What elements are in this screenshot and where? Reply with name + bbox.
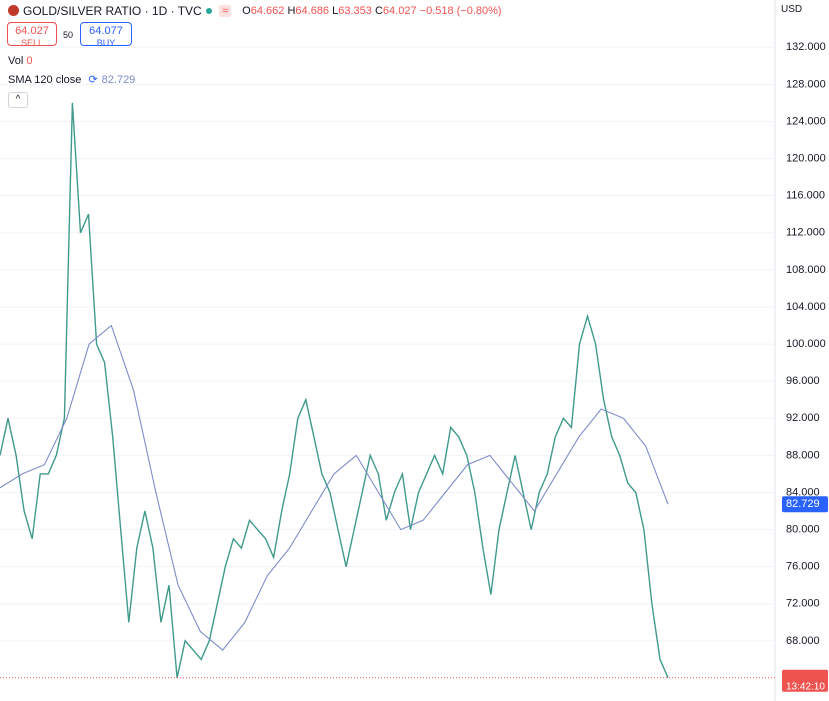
sell-label: SELL (20, 38, 44, 48)
collapse-button[interactable]: ^ (8, 92, 28, 108)
y-tick-label: 92.000 (786, 412, 820, 424)
series-line (0, 324, 669, 651)
spread: 50 (63, 30, 74, 40)
y-tick-label: 104.000 (786, 301, 826, 313)
l-value: 63.353 (338, 5, 372, 17)
sma-name: SMA 120 close (8, 74, 82, 86)
vol-label: Vol (8, 55, 24, 67)
y-tick-label: 116.000 (786, 190, 825, 202)
h-label: H (287, 5, 296, 17)
o-label: O (242, 5, 251, 17)
last-price-tag (782, 669, 828, 692)
y-tick-label: 68.000 (786, 635, 820, 647)
y-tick-label: 80.000 (786, 523, 820, 535)
series-line (0, 102, 669, 679)
y-tick-label: 124.000 (786, 115, 826, 127)
buy-label: BUY (96, 38, 116, 48)
change: −0.518 (−0.80%) (419, 5, 502, 17)
y-tick-label: 108.000 (786, 264, 826, 276)
sell-price: 64.027 (15, 25, 49, 37)
h-value: 64.686 (295, 5, 330, 17)
sma-legend: SMA 120 close ⟳ 82.729 (8, 74, 136, 86)
y-tick-label: 72.000 (786, 598, 820, 610)
symbol-text: GOLD/SILVER RATIO · 1D · TVC (23, 4, 202, 18)
y-tick-label: 128.000 (786, 78, 826, 90)
currency[interactable]: USD (781, 4, 803, 15)
buy-price: 64.077 (89, 25, 123, 37)
sma-tag (782, 496, 828, 513)
y-tick-label: 112.000 (786, 227, 825, 239)
c-label: C (374, 5, 383, 17)
symbol[interactable]: GOLD/SILVER RATIO · 1D · TVC (8, 4, 202, 18)
y-tick-label: 84.000 (786, 486, 820, 498)
ohlc: ≈ O64.662 H64.686 L63.353 C64.027 −0.518… (206, 5, 502, 17)
sma-tag-label: 82.729 (786, 498, 820, 510)
o-value: 64.662 (250, 5, 285, 17)
y-tick-label: 132.000 (786, 41, 826, 53)
vol-value: 0 (26, 55, 33, 67)
c-value: 64.027 (382, 5, 417, 17)
y-tick-label: 120.000 (786, 152, 826, 164)
y-tick-label: 76.000 (786, 561, 820, 573)
vol: Vol 0 (8, 55, 32, 67)
buy-button[interactable]: 64.077 BUY (80, 22, 132, 48)
l-label: L (332, 5, 339, 17)
y-tick-label: 100.000 (786, 338, 826, 350)
y-tick-label: 96.000 (786, 375, 820, 387)
y-tick-label: 88.000 (786, 449, 820, 461)
sma-value: 82.729 (101, 74, 136, 86)
countdown: 13:42:10 (786, 681, 825, 692)
sell-button[interactable]: 64.027 SELL (7, 22, 57, 48)
